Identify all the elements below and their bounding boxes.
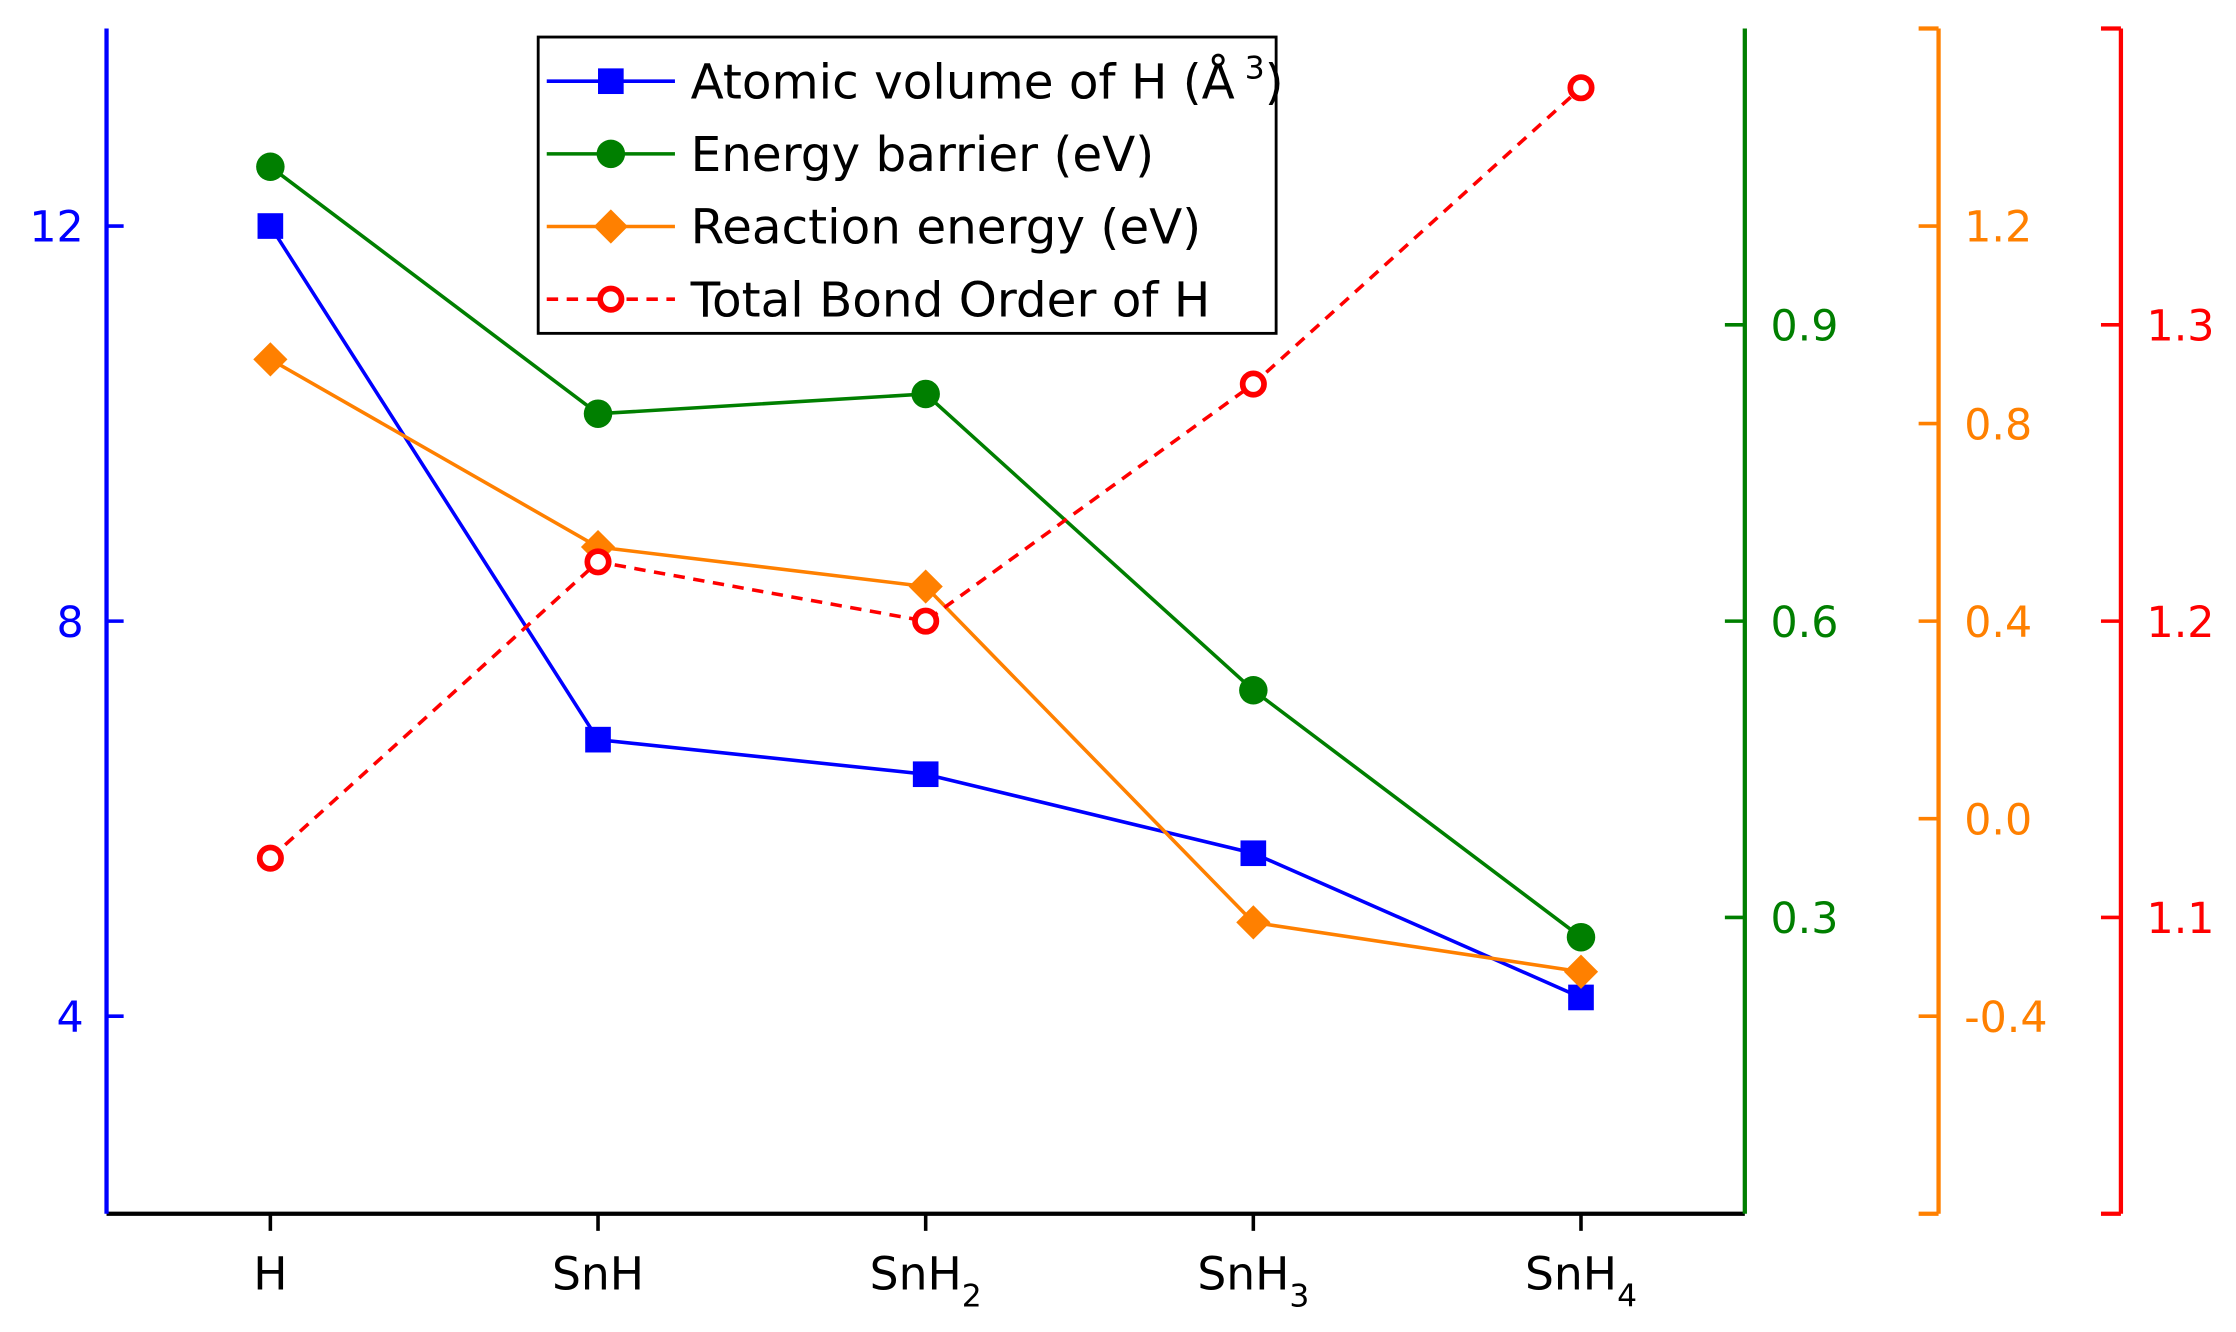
left-tick-label: 4 [57, 993, 84, 1043]
data-point [1567, 74, 1595, 102]
data-point [912, 607, 940, 635]
data-point [253, 342, 288, 377]
right1-tick-label: 0.3 [1770, 894, 1838, 944]
x-tick-label: H [253, 1247, 287, 1300]
right2-tick-label: 1.2 [1964, 203, 2032, 253]
right2-tick-label: 0.4 [1964, 598, 2032, 648]
right3-tick-label: 1.1 [2147, 894, 2215, 944]
legend-marker [597, 285, 625, 313]
legend: Atomic volume of H (Å 3) Energy barrier (… [536, 35, 1284, 335]
series-1 [256, 152, 1596, 952]
series-3 [256, 74, 1595, 872]
right3-tick-label: 1.3 [2147, 301, 2215, 351]
legend-marker [598, 68, 624, 95]
data-point [256, 152, 285, 182]
series-2 [253, 342, 1599, 989]
data-point [256, 844, 284, 872]
left-tick-label: 8 [57, 598, 84, 648]
data-point [583, 399, 613, 428]
right2-tick-label: -0.4 [1964, 993, 2047, 1043]
data-point [585, 726, 611, 753]
data-point [1240, 840, 1267, 867]
right1-tick-label: 0.9 [1770, 301, 1838, 351]
legend-label: Atomic volume of H (Å 3) [691, 50, 1284, 110]
legend-box [536, 35, 1278, 335]
data-point [1236, 905, 1271, 940]
x-tick-label: SnH3 [1197, 1247, 1309, 1314]
data-point [911, 379, 940, 409]
data-point [1239, 370, 1267, 398]
legend-label: Energy barrier (eV) [691, 127, 1155, 183]
right3-tick-label: 1.2 [2147, 598, 2215, 648]
series-0 [257, 213, 1594, 1011]
x-tick-label: SnH4 [1525, 1247, 1637, 1314]
series-layer [253, 74, 1599, 1011]
right1-tick-label: 0.6 [1770, 598, 1838, 648]
x-tick-label: SnH [552, 1247, 644, 1300]
data-point [1563, 954, 1599, 989]
data-point [1239, 676, 1268, 705]
axes: H SnH SnH2 SnH3 SnH4 4 8 12 0.3 0.6 0.9 -0.4 0.0 0.4 0… [29, 26, 2215, 1314]
data-point [1568, 984, 1594, 1011]
data-point [912, 761, 939, 788]
series-line [269, 86, 1583, 860]
right2-tick-label: 0.0 [1964, 795, 2032, 845]
data-point [908, 569, 943, 604]
data-point [584, 548, 612, 576]
left-tick-label: 12 [29, 203, 83, 253]
series-line [269, 357, 1582, 974]
data-point [1566, 922, 1596, 952]
legend-marker [593, 209, 628, 244]
legend-label: Total Bond Order of H [690, 272, 1211, 328]
legend-label: Reaction energy (eV) [691, 200, 1202, 256]
right2-tick-label: 0.8 [1964, 400, 2032, 450]
legend-marker [596, 139, 626, 169]
x-tick-label: SnH2 [870, 1247, 982, 1314]
data-point [257, 213, 284, 239]
